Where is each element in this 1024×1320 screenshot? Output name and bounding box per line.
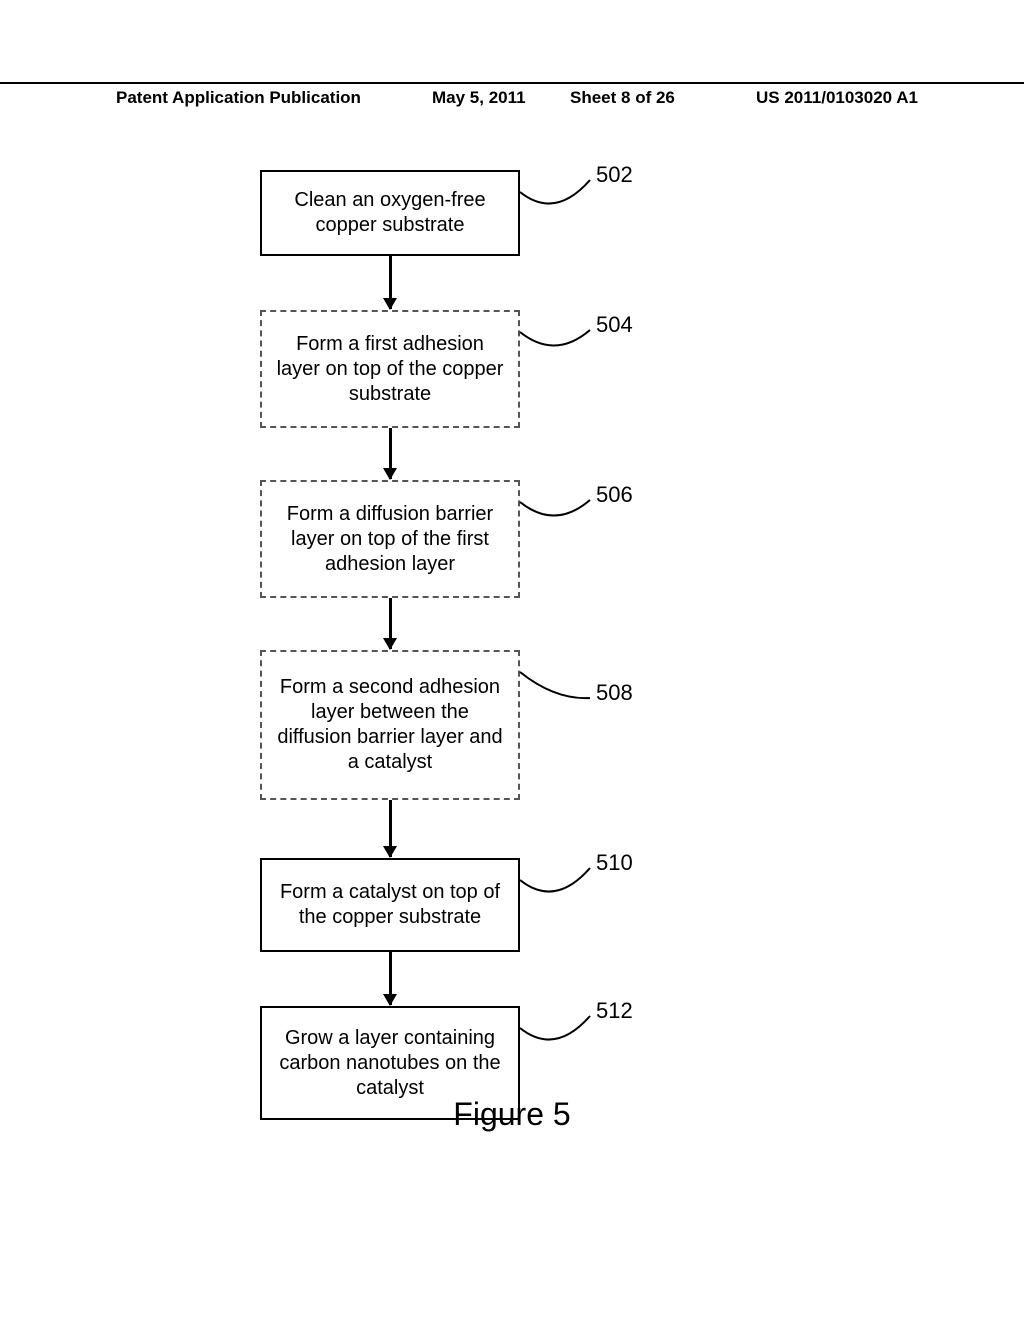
pub-number: US 2011/0103020 A1 xyxy=(756,88,918,108)
leader-line xyxy=(0,150,1024,1250)
figure-caption: Figure 5 xyxy=(0,1096,1024,1133)
pub-label: Patent Application Publication xyxy=(116,88,361,108)
flow-arrow xyxy=(389,598,392,649)
flow-arrow xyxy=(389,800,392,857)
flowchart-figure-5: Clean an oxygen-free copper substrate502… xyxy=(0,150,1024,1205)
flow-arrow xyxy=(389,428,392,479)
pub-date: May 5, 2011 xyxy=(432,88,526,108)
flow-arrow xyxy=(389,256,392,309)
header-rule xyxy=(0,82,1024,84)
sheet-info: Sheet 8 of 26 xyxy=(570,88,675,108)
flow-arrow xyxy=(389,952,392,1005)
